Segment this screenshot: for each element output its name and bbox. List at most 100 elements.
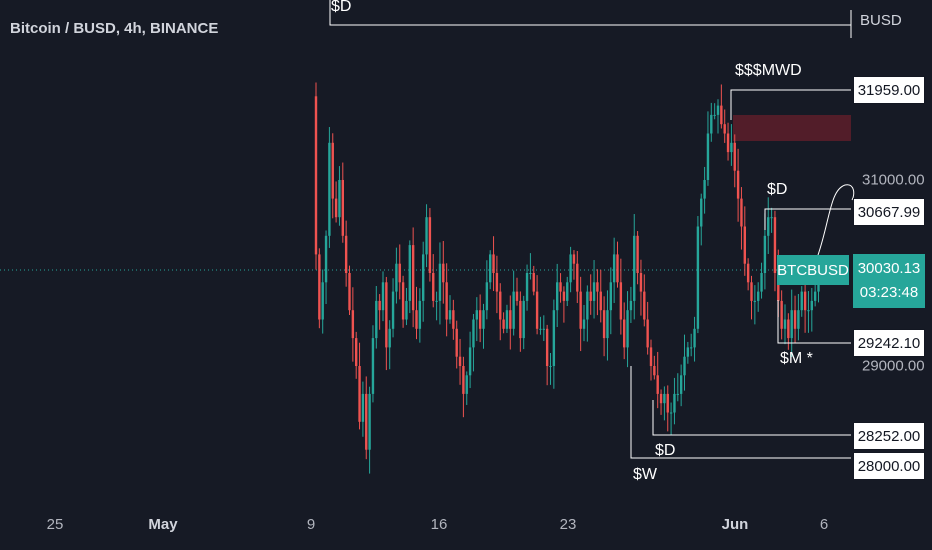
candle-body	[669, 412, 673, 414]
ticker-connector	[817, 184, 855, 256]
candle-body	[636, 235, 639, 273]
supply-zone	[733, 115, 851, 141]
candle-body	[375, 300, 378, 339]
candle-body	[378, 300, 381, 311]
candle-body	[602, 310, 606, 339]
candle-body	[696, 226, 700, 329]
price-level-box[interactable]: 31959.00	[853, 76, 925, 104]
line-dollar-d-mid	[764, 208, 851, 230]
candle-body	[716, 105, 720, 115]
candle-body	[612, 254, 616, 283]
candle-body	[736, 170, 740, 199]
candle-body	[720, 105, 723, 125]
candle-body	[428, 217, 432, 273]
candle-body	[425, 217, 428, 255]
candle-body	[415, 310, 418, 329]
candle-body	[522, 300, 525, 339]
candle-body	[626, 310, 629, 348]
price-level-box[interactable]: 28252.00	[853, 422, 925, 450]
ticker-tag: BTCBUSD	[777, 255, 849, 285]
candle-body	[475, 310, 478, 320]
candle-body	[690, 347, 693, 349]
candle-body	[458, 356, 462, 366]
annotation-label: $D	[331, 0, 352, 15]
candle-body	[753, 300, 757, 302]
candle-body	[713, 114, 716, 116]
candle-body	[358, 366, 361, 422]
candle-body	[653, 366, 656, 376]
candle-body	[435, 300, 438, 302]
candle-body	[535, 291, 539, 329]
candle-body	[656, 375, 659, 394]
candle-body	[368, 393, 371, 450]
candle-body	[512, 291, 515, 329]
candle-body	[432, 273, 435, 301]
candle-body	[405, 300, 408, 320]
candle-body	[797, 310, 800, 329]
candle-body	[723, 124, 726, 134]
candle-body	[381, 282, 385, 311]
candle-body	[750, 282, 753, 301]
candle-body	[445, 282, 448, 320]
candle-body	[800, 291, 803, 311]
candle-body	[609, 282, 612, 311]
candle-body	[666, 393, 669, 413]
candle-body	[556, 282, 559, 311]
candle-body	[773, 217, 777, 273]
candle-body	[579, 291, 582, 329]
candle-body	[525, 273, 529, 301]
candle-body	[780, 300, 783, 329]
candle-body	[539, 328, 542, 330]
candle-body	[623, 319, 626, 348]
x-axis-tick: 25	[46, 516, 64, 533]
candle-body	[813, 291, 817, 301]
last-price-box: 30030.13 03:23:48	[853, 254, 925, 308]
candle-body	[398, 263, 401, 283]
candle-body	[462, 366, 465, 394]
candle-body	[559, 282, 562, 292]
candle-body	[777, 273, 780, 301]
candle-body	[633, 235, 636, 301]
candle-body	[589, 291, 592, 301]
line-dollar-d-low	[652, 400, 851, 436]
candle-body	[344, 235, 348, 273]
candle-body	[509, 310, 512, 329]
price-level-box[interactable]: 30667.99	[853, 198, 925, 226]
candle-body	[706, 133, 710, 180]
annotation-label: $$$MWD	[735, 62, 802, 79]
candle-body	[324, 235, 328, 283]
candle-body	[422, 254, 425, 301]
candle-body	[582, 319, 586, 329]
candle-body	[572, 254, 576, 264]
candle-body	[442, 263, 445, 283]
candle-body	[743, 226, 746, 264]
line-dollar-d-top	[329, 0, 851, 26]
line-mwd	[730, 89, 851, 120]
line-dollar-m	[777, 300, 851, 344]
candle-body	[485, 282, 489, 311]
candle-body	[646, 319, 649, 348]
candle-body	[569, 254, 572, 283]
candle-body	[760, 273, 763, 292]
candle-body	[505, 310, 509, 329]
annotation-label: $D	[655, 442, 676, 459]
candle-body	[418, 300, 422, 329]
price-level-box[interactable]: 28000.00	[853, 452, 925, 480]
candle-body	[757, 291, 760, 301]
candle-body	[683, 356, 686, 376]
candles-group	[314, 82, 820, 474]
x-axis-tick: 16	[430, 516, 448, 533]
candle-body	[499, 291, 502, 320]
candle-body	[495, 273, 499, 292]
price-level-box[interactable]: 29242.10	[853, 329, 925, 357]
candle-body	[659, 393, 663, 404]
candle-body	[663, 393, 666, 404]
candle-body	[328, 142, 331, 236]
candle-body	[746, 263, 750, 283]
candle-body	[478, 310, 482, 329]
annotation-lines	[329, 0, 855, 459]
currency-label: BUSD	[860, 12, 902, 29]
candle-body	[679, 375, 683, 394]
candle-body	[770, 217, 773, 219]
